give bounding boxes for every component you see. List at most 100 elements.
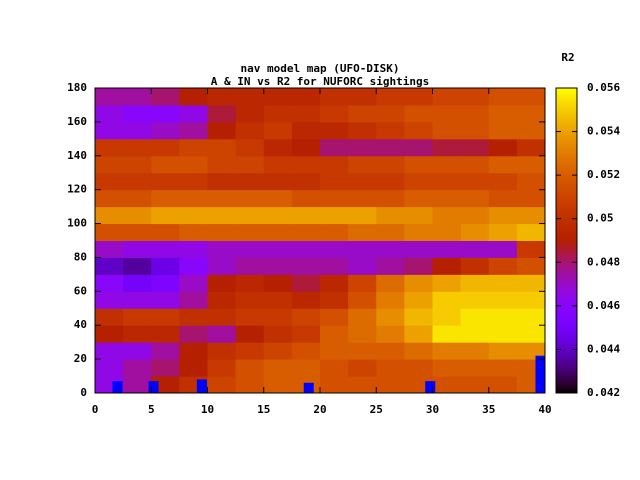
heat-cell xyxy=(320,104,349,123)
heat-cell xyxy=(123,206,152,225)
heat-cell xyxy=(516,88,546,106)
heat-cell xyxy=(179,325,208,343)
heat-cell xyxy=(263,325,293,343)
marker-bar xyxy=(148,381,159,393)
x-tick-label: 30 xyxy=(426,403,439,416)
y-tick-label: 140 xyxy=(67,149,87,162)
heat-cell xyxy=(432,376,462,394)
heat-cell xyxy=(320,308,349,326)
heat-cell xyxy=(320,342,349,360)
heat-cell xyxy=(151,155,180,174)
heat-cell xyxy=(291,223,321,241)
heat-cell xyxy=(123,104,152,123)
heat-cell xyxy=(263,104,293,123)
heat-cell xyxy=(488,172,518,191)
heat-cell xyxy=(404,325,433,343)
x-tick-label: 35 xyxy=(482,403,495,416)
heat-cell xyxy=(460,121,490,140)
heat-cell xyxy=(404,342,433,360)
heat-cell xyxy=(488,155,518,174)
heat-cell xyxy=(151,189,180,208)
heat-cell xyxy=(320,155,349,174)
heat-cell xyxy=(179,104,208,123)
heat-cell xyxy=(151,342,180,360)
heat-cell xyxy=(207,223,237,241)
heat-cell xyxy=(516,223,546,241)
heat-cell xyxy=(291,359,321,377)
heat-cell xyxy=(207,88,237,106)
heat-cell xyxy=(95,308,124,326)
heat-cell xyxy=(123,308,152,326)
heat-cell xyxy=(404,121,433,140)
heat-cell xyxy=(151,138,180,157)
heat-cell xyxy=(320,121,349,140)
heat-cell xyxy=(404,291,433,309)
heat-cell xyxy=(404,138,433,157)
heat-cell xyxy=(460,155,490,174)
heat-cell xyxy=(263,206,293,225)
heat-cell xyxy=(404,206,433,225)
heat-cell xyxy=(235,274,265,292)
heat-cell xyxy=(291,155,321,174)
heat-cell xyxy=(432,155,462,174)
heat-cell xyxy=(263,308,293,326)
heat-cell xyxy=(123,223,152,241)
heat-cell xyxy=(123,342,152,360)
chart-subtitle: A & IN vs R2 for NUFORC sightings xyxy=(211,75,430,88)
heat-cell xyxy=(460,325,490,343)
heat-cell xyxy=(179,206,208,225)
heat-cell xyxy=(123,155,152,174)
heat-cell xyxy=(432,342,462,360)
heat-cell xyxy=(291,206,321,225)
heat-cell xyxy=(348,223,377,241)
heat-cell xyxy=(207,308,237,326)
heat-cell xyxy=(151,121,180,140)
heat-cell xyxy=(460,257,490,275)
heat-cell xyxy=(348,138,377,157)
heat-cell xyxy=(376,155,405,174)
heat-cell xyxy=(291,121,321,140)
heat-cell xyxy=(460,342,490,360)
heat-cell xyxy=(348,206,377,225)
heat-cell xyxy=(235,223,265,241)
y-tick-label: 80 xyxy=(74,250,87,263)
heat-cell xyxy=(348,172,377,191)
heat-cell xyxy=(404,240,433,258)
heat-cell xyxy=(151,274,180,292)
heat-cell xyxy=(235,189,265,208)
heat-cell xyxy=(516,104,546,123)
heat-cell xyxy=(123,138,152,157)
heat-cell xyxy=(291,138,321,157)
heat-cell xyxy=(207,359,237,377)
heat-cell xyxy=(348,88,377,106)
heat-cell xyxy=(516,325,546,343)
heat-cell xyxy=(460,223,490,241)
heat-cell xyxy=(123,325,152,343)
heat-cell xyxy=(263,291,293,309)
heat-cell xyxy=(460,376,490,394)
heat-cell xyxy=(376,325,405,343)
heat-cell xyxy=(95,104,124,123)
heat-cell xyxy=(348,274,377,292)
heat-cell xyxy=(376,223,405,241)
heat-cell xyxy=(320,138,349,157)
x-tick-label: 5 xyxy=(148,403,155,416)
heat-cell xyxy=(95,155,124,174)
heat-cell xyxy=(460,172,490,191)
heat-cell xyxy=(207,206,237,225)
colorbar-tick-label: 0.042 xyxy=(587,386,620,399)
heat-cell xyxy=(404,189,433,208)
heat-cell xyxy=(404,223,433,241)
heat-cell xyxy=(235,104,265,123)
heat-cell xyxy=(95,291,124,309)
heat-cell xyxy=(95,138,124,157)
heat-cell xyxy=(348,342,377,360)
heat-cell xyxy=(263,121,293,140)
heat-cell xyxy=(263,172,293,191)
heat-cell xyxy=(432,274,462,292)
heat-cell xyxy=(263,223,293,241)
heat-cell xyxy=(263,274,293,292)
heat-cell xyxy=(123,257,152,275)
heat-cell xyxy=(151,359,180,377)
